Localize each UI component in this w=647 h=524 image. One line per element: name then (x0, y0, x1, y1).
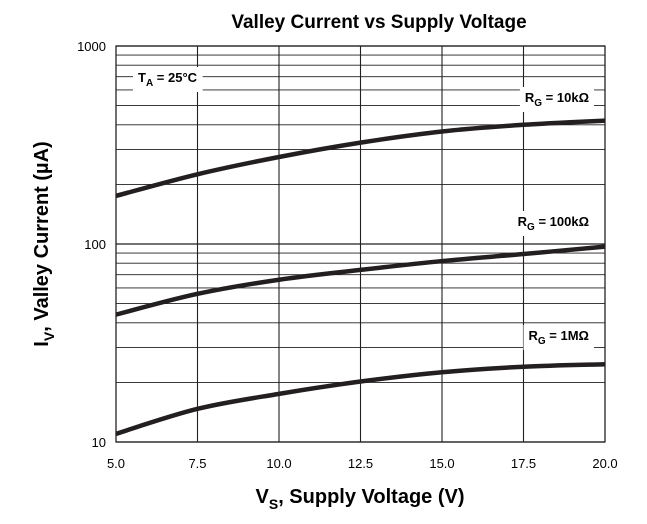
x-axis-label: VS, Supply Voltage (V) (256, 486, 465, 512)
x-tick-label: 7.5 (188, 456, 206, 471)
series-label-3-bg (523, 325, 594, 350)
y-tick-label: 1000 (77, 39, 106, 54)
series-label-2-text: RG = 100kΩ (518, 214, 589, 233)
series-lines (115, 118, 606, 436)
y-axis-label-rest: , Valley Current (µA) (31, 141, 53, 331)
y-tick-labels: 10 100 1000 (77, 39, 106, 450)
series-label-1: RG = 10kΩ (519, 87, 594, 112)
y-axis-label-main: I (31, 341, 53, 347)
temperature-annotation-text: TA = 25°C (138, 70, 198, 89)
y-axis-label: IV, Valley Current (µA) (31, 141, 57, 346)
x-tick-label: 5.0 (107, 456, 125, 471)
temperature-annotation: TA = 25°C (133, 67, 203, 92)
y-tick-label: 100 (84, 237, 106, 252)
series-label-3: RG = 1MΩ (523, 325, 594, 350)
series-label-3-main: R (529, 328, 539, 343)
x-tick-label: 20.0 (592, 456, 617, 471)
x-tick-labels: 5.0 7.5 10.0 12.5 15.0 17.5 20.0 (107, 456, 618, 471)
temperature-annotation-main: T (138, 70, 146, 85)
series-label-2-rest: = 100kΩ (535, 214, 589, 229)
x-tick-label: 12.5 (348, 456, 373, 471)
y-axis-label-sub: V (41, 331, 57, 341)
temperature-annotation-bg (133, 67, 203, 92)
series-label-1-text: RG = 10kΩ (525, 90, 589, 109)
chart-title: Valley Current vs Supply Voltage (231, 12, 526, 33)
series-label-1-bg (519, 87, 594, 112)
series-label-3-rest: = 1MΩ (546, 328, 589, 343)
temperature-annotation-sub: A (146, 78, 153, 89)
grid (115, 45, 606, 443)
x-tick-label: 10.0 (266, 456, 291, 471)
series-line-2 (115, 244, 606, 317)
x-axis-label-rest: , Supply Voltage (V) (278, 486, 464, 508)
series-label-2-sub: G (527, 222, 535, 233)
x-tick-label: 15.0 (429, 456, 454, 471)
temperature-annotation-rest: = 25°C (153, 70, 197, 85)
plot-area-border (115, 45, 606, 443)
y-tick-label: 10 (92, 435, 106, 450)
series-line-1 (115, 118, 606, 199)
series-label-1-rest: = 10kΩ (542, 90, 589, 105)
series-label-3-text: RG = 1MΩ (529, 328, 589, 347)
x-axis-label-sub: S (269, 496, 278, 512)
series-label-2-main: R (518, 214, 528, 229)
series-label-1-sub: G (534, 98, 542, 109)
series-line-3 (115, 361, 606, 436)
series-label-1-main: R (525, 90, 535, 105)
x-tick-label: 17.5 (511, 456, 536, 471)
series-label-2-bg (512, 211, 594, 236)
series-label-2: RG = 100kΩ (512, 211, 594, 236)
series-label-3-sub: G (538, 336, 546, 347)
x-axis-label-main: V (256, 486, 270, 508)
